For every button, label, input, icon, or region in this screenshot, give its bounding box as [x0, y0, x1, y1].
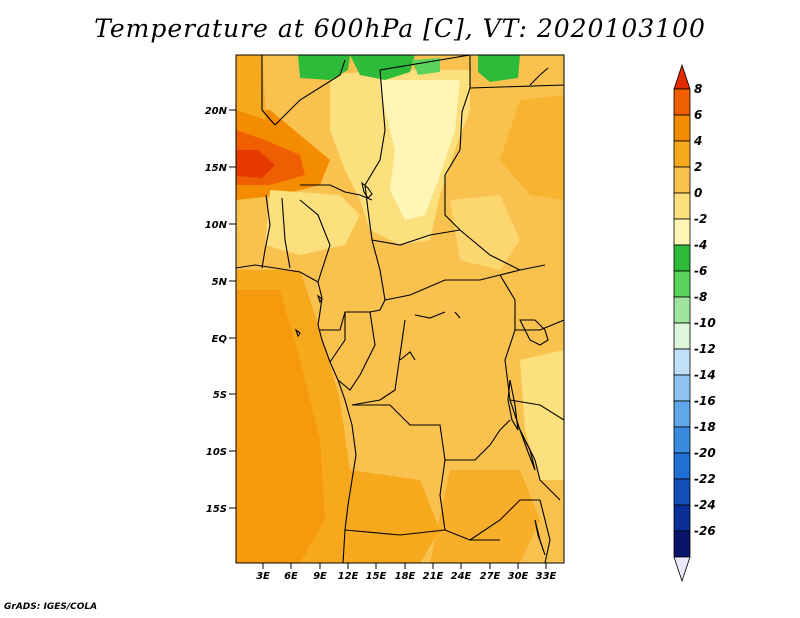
lat-label: 5N	[212, 277, 228, 288]
lon-label: 15E	[366, 571, 387, 582]
lon-label: 30E	[508, 571, 529, 582]
lon-label: 24E	[451, 571, 472, 582]
colorbar-swatch	[673, 504, 691, 532]
lon-label: 12E	[338, 571, 359, 582]
colorbar-swatch	[673, 348, 691, 376]
colorbar-swatch	[673, 244, 691, 272]
lat-label: 15S	[206, 504, 227, 515]
lon-label: 18E	[395, 571, 416, 582]
lon-label: 33E	[536, 571, 557, 582]
colorbar-swatch	[673, 530, 691, 558]
colorbar-swatch	[673, 400, 691, 428]
colorbar-label: 4	[693, 134, 702, 148]
colorbar-swatch	[673, 478, 691, 506]
colorbar-swatch	[673, 374, 691, 402]
temperature-field	[236, 55, 564, 563]
colorbar-label: -26	[694, 524, 716, 538]
lat-label: EQ	[212, 334, 228, 345]
colorbar-label: -12	[694, 342, 716, 356]
colorbar-label: -2	[694, 212, 707, 226]
colorbar-label: -18	[694, 420, 716, 434]
lon-label: 9E	[313, 571, 327, 582]
colorbar-label: 2	[694, 160, 702, 174]
lat-label: 10S	[206, 447, 227, 458]
lon-label: 21E	[423, 571, 444, 582]
colorbar-label: -16	[694, 394, 716, 408]
colorbar-label: -8	[694, 290, 707, 304]
colorbar-label: -20	[694, 446, 716, 460]
colorbar-swatch	[673, 322, 691, 350]
lat-label: 20N	[205, 106, 228, 117]
lon-label: 3E	[256, 571, 270, 582]
lat-label: 5S	[213, 390, 227, 401]
colorbar-label: -14	[694, 368, 716, 382]
lat-label: 15N	[205, 163, 228, 174]
colorbar-label: 0	[694, 186, 702, 200]
colorbar-swatch	[673, 296, 691, 324]
colorbar-swatch	[673, 218, 691, 246]
colorbar-swatch	[673, 166, 691, 194]
lat-label: 10N	[205, 220, 228, 231]
colorbar-swatch	[673, 452, 691, 480]
colorbar-label: -4	[694, 238, 707, 252]
colorbar-label: 6	[694, 108, 702, 122]
colorbar-label: 8	[694, 82, 702, 96]
colorbar-bottom-arrow	[673, 556, 691, 583]
country-borders	[236, 55, 564, 563]
colorbar-top-arrow	[673, 63, 691, 90]
lon-label: 6E	[284, 571, 298, 582]
colorbar: 8 6 4 2 0 -2 -4 -6 -8 -10 -12 -14 -16 -18 -20 -22 -24 -26	[673, 63, 716, 583]
colorbar-label: -24	[694, 498, 716, 512]
colorbar-swatch	[673, 270, 691, 298]
latitude-axis: 20N 15N 10N 5N EQ 5S 10S 15S	[205, 106, 236, 515]
colorbar-label: -6	[694, 264, 707, 278]
colorbar-swatch	[673, 88, 691, 116]
colorbar-swatch	[673, 192, 691, 220]
credit-text: GrADS: IGES/COLA	[4, 602, 98, 612]
lon-label: 27E	[480, 571, 501, 582]
colorbar-swatch	[673, 140, 691, 168]
colorbar-swatch	[673, 426, 691, 454]
longitude-axis: 3E 6E 9E 12E 15E 18E 21E 24E 27E 30E 33E	[256, 563, 557, 582]
colorbar-swatch	[673, 114, 691, 142]
colorbar-label: -10	[694, 316, 716, 330]
chart-title: Temperature at 600hPa [C], VT: 202010310…	[94, 14, 706, 43]
map-frame	[235, 54, 565, 564]
colorbar-label: -22	[694, 472, 716, 486]
